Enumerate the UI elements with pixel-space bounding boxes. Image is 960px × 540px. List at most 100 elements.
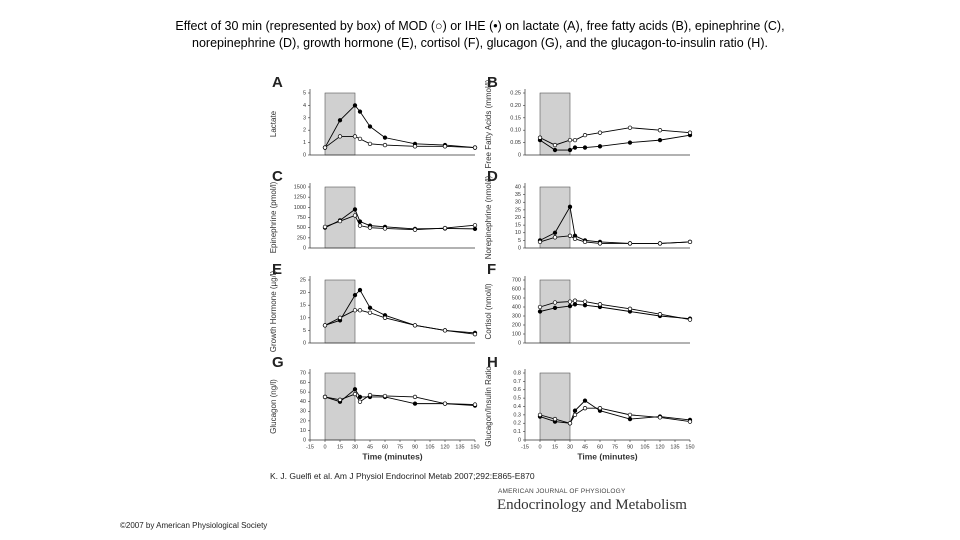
y-tick-label: 5 [518,238,521,244]
y-tick-label: 0.10 [510,128,521,134]
data-point [552,142,558,148]
panel-letter: H [487,354,498,371]
y-tick-label: 25 [515,207,521,213]
data-point [352,387,358,392]
y-axis-label: Norepinephrine (nmol/l) [484,175,493,259]
data-point [567,421,573,426]
data-point [567,204,573,209]
data-point [597,241,603,246]
panel-letter: A [272,74,283,91]
x-tick-label: 75 [397,444,403,450]
data-point [687,317,693,322]
journal-name: AMERICAN JOURNAL OF PHYSIOLOGY [498,488,626,495]
y-tick-label: 100 [512,331,521,337]
data-point [337,134,343,139]
data-point [412,401,418,406]
data-point [357,136,363,142]
y-tick-label: 400 [512,304,521,310]
data-point [627,412,633,418]
data-point [687,130,693,135]
data-point [597,144,603,149]
slide-title: Effect of 30 min (represented by box) of… [175,19,785,50]
x-tick-label: 60 [382,444,388,450]
data-point [552,416,558,422]
y-tick-label: 0.15 [510,115,521,121]
y-tick-label: 15 [300,303,306,309]
data-point [352,391,358,397]
y-tick-label: 0.20 [510,103,521,109]
data-point [537,239,543,245]
y-tick-label: 10 [300,428,306,434]
panel-letter: B [487,74,498,91]
y-tick-label: 40 [300,399,306,405]
data-point [367,310,373,315]
data-point [552,147,558,153]
y-tick-label: 40 [515,184,521,190]
y-tick-label: 25 [300,277,306,283]
x-tick-label: 45 [582,444,588,450]
data-point [357,399,363,404]
data-point [687,419,693,424]
data-point [382,226,388,231]
data-point [597,130,603,135]
citation: K. J. Guelfi et al. Am J Physiol Endocri… [270,471,535,481]
y-tick-label: 0.3 [513,412,521,418]
y-tick-label: 20 [515,215,521,221]
data-point [442,401,448,406]
data-point [337,118,343,123]
x-axis-label: Time (minutes) [362,451,422,461]
panel-letter: F [487,261,496,278]
data-point [412,144,418,149]
y-tick-label: 600 [512,286,521,292]
data-point [657,415,663,420]
data-point [572,145,578,150]
data-point [537,304,543,310]
y-tick-label: 4 [303,103,306,109]
data-point [352,134,358,139]
y-axis-label: Lactate [269,110,278,137]
y-tick-label: 0.25 [510,90,521,96]
panel-letter: C [272,168,283,185]
data-point [597,302,603,307]
y-tick-label: 50 [300,390,306,396]
data-point [322,323,328,328]
x-tick-label: 60 [597,444,603,450]
y-tick-label: 10 [300,315,306,321]
x-axis-label: Time (minutes) [577,451,637,461]
y-tick-label: 200 [512,322,521,328]
panel-letter: E [272,261,282,278]
journal-subtitle: Endocrinology and Metabolism [497,497,687,513]
data-point [357,223,363,228]
data-point [627,241,633,246]
y-axis-label: Free Fatty Acids (mmol/l) [484,79,493,168]
data-point [582,406,588,411]
data-point [582,133,588,138]
y-tick-label: 250 [297,235,306,241]
data-point [352,103,358,108]
data-point [357,308,363,313]
data-point [367,392,373,398]
x-tick-label: 90 [412,444,418,450]
data-point [412,227,418,232]
x-tick-label: 135 [670,444,679,450]
data-point [352,207,358,212]
data-point [657,128,663,133]
y-tick-label: 60 [300,380,306,386]
y-tick-label: 0.4 [513,404,521,410]
data-point [572,236,578,242]
data-point [582,239,588,245]
y-tick-label: 0.5 [513,396,521,402]
data-point [582,299,588,304]
x-tick-label: 90 [627,444,633,450]
data-point [412,323,418,328]
y-tick-label: 0 [518,245,521,251]
data-point [582,303,588,308]
data-point [352,213,358,218]
data-point [567,233,573,238]
data-point [367,124,373,129]
data-point [572,408,578,413]
data-point [572,298,578,303]
data-point [627,140,633,145]
y-tick-label: 0.8 [513,370,521,376]
x-tick-label: 15 [337,444,343,450]
